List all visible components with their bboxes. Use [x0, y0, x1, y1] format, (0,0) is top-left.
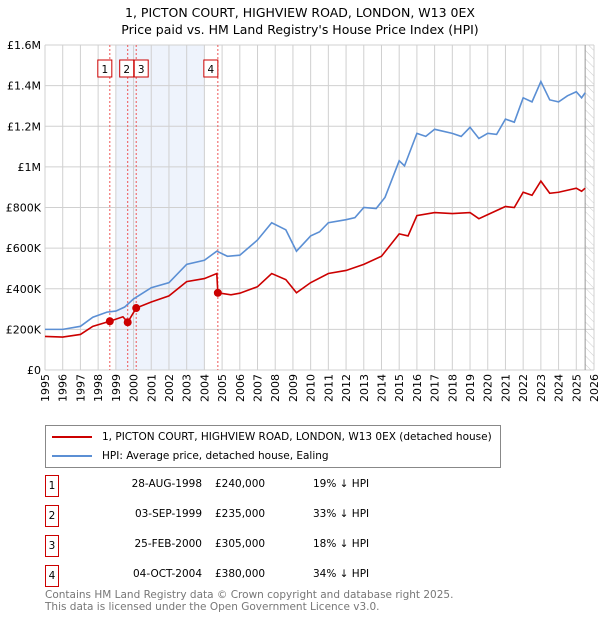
- x-tick-label: 2002: [163, 374, 176, 402]
- transaction-date: 03-SEP-1999: [134, 508, 202, 520]
- sale-point: [213, 288, 222, 297]
- legend-item-hpi: HPI: Average price, detached house, Eali…: [52, 447, 329, 465]
- chart-title: 1, PICTON COURT, HIGHVIEW ROAD, LONDON, …: [0, 4, 600, 38]
- x-tick-label: 2025: [570, 374, 583, 402]
- transaction-number: 1: [45, 475, 59, 497]
- x-tick-label: 2004: [198, 374, 211, 402]
- transaction-date: 28-AUG-1998: [131, 478, 202, 490]
- y-tick-label: £1.6M: [7, 39, 41, 52]
- x-tick-label: 1999: [110, 374, 123, 402]
- sale-point: [123, 318, 132, 327]
- x-tick-label: 2005: [216, 374, 229, 402]
- x-tick-label: 1995: [39, 374, 52, 402]
- sale-label: 4: [208, 64, 215, 76]
- x-tick-label: 2016: [411, 374, 424, 402]
- x-tick-label: 2012: [340, 374, 353, 402]
- x-tick-label: 2010: [305, 374, 318, 402]
- x-tick-label: 2024: [553, 374, 566, 402]
- sale-label: 1: [101, 64, 108, 76]
- transaction-price: £240,000: [215, 478, 266, 490]
- transaction-date: 04-OCT-2004: [133, 568, 202, 580]
- x-tick-label: 2022: [517, 374, 530, 402]
- title-line1: 1, PICTON COURT, HIGHVIEW ROAD, LONDON, …: [125, 5, 475, 20]
- y-tick-label: £200K: [6, 323, 42, 336]
- x-tick-label: 2023: [535, 374, 548, 402]
- y-tick-label: £1.2M: [7, 120, 41, 133]
- x-tick-label: 2006: [234, 374, 247, 402]
- x-tick-label: 2019: [464, 374, 477, 402]
- transaction-number: 2: [45, 505, 59, 527]
- x-tick-label: 2020: [482, 374, 495, 402]
- x-tick-label: 2015: [393, 374, 406, 402]
- x-tick-label: 1997: [74, 374, 87, 402]
- legend-item-property: 1, PICTON COURT, HIGHVIEW ROAD, LONDON, …: [52, 428, 492, 446]
- legend-label-property: 1, PICTON COURT, HIGHVIEW ROAD, LONDON, …: [102, 431, 492, 443]
- sale-label-box: [133, 59, 149, 78]
- transaction-price: £305,000: [215, 538, 266, 550]
- x-tick-label: 1998: [92, 374, 105, 402]
- x-tick-label: 2009: [287, 374, 300, 402]
- transaction-date: 25-FEB-2000: [134, 538, 202, 550]
- transaction-hpi-diff: 18% ↓ HPI: [313, 538, 370, 550]
- transaction-row: 4 04-OCT-2004 £380,000 34% ↓ HPI: [45, 565, 545, 587]
- y-tick-label: £1M: [18, 161, 42, 174]
- x-tick-label: 2021: [499, 374, 512, 402]
- transaction-price: £380,000: [215, 568, 266, 580]
- x-tick-label: 2003: [181, 374, 194, 402]
- sale-label-box: [119, 59, 135, 78]
- y-tick-label: £400K: [6, 283, 42, 296]
- title-line2: Price paid vs. HM Land Registry's House …: [121, 22, 479, 37]
- transaction-hpi-diff: 34% ↓ HPI: [313, 568, 370, 580]
- transaction-number: 4: [45, 565, 59, 587]
- transaction-row: 2 03-SEP-1999 £235,000 33% ↓ HPI: [45, 505, 545, 527]
- x-tick-label: 2001: [145, 374, 158, 402]
- sale-label-box: [97, 59, 113, 78]
- sale-label-box: [203, 59, 219, 78]
- legend-label-hpi: HPI: Average price, detached house, Eali…: [102, 450, 329, 462]
- y-tick-label: £1.4M: [7, 80, 41, 93]
- x-tick-label: 2026: [588, 374, 600, 402]
- x-tick-label: 2007: [252, 374, 265, 402]
- footer-line2: This data is licensed under the Open Gov…: [45, 600, 380, 613]
- transaction-row: 1 28-AUG-1998 £240,000 19% ↓ HPI: [45, 475, 545, 497]
- x-tick-label: 2000: [128, 374, 141, 402]
- transaction-number: 3: [45, 535, 59, 557]
- transaction-row: 3 25-FEB-2000 £305,000 18% ↓ HPI: [45, 535, 545, 557]
- series-line-hpi: [45, 79, 586, 331]
- sale-point: [105, 317, 114, 326]
- sale-label: 3: [138, 64, 145, 76]
- x-tick-label: 2013: [358, 374, 371, 402]
- legend: 1, PICTON COURT, HIGHVIEW ROAD, LONDON, …: [45, 425, 501, 468]
- x-tick-label: 1996: [57, 374, 70, 402]
- footer: Contains HM Land Registry data © Crown c…: [45, 589, 454, 613]
- x-tick-label: 2018: [446, 374, 459, 402]
- x-tick-label: 2014: [375, 374, 388, 402]
- transaction-price: £235,000: [215, 508, 266, 520]
- transaction-hpi-diff: 19% ↓ HPI: [313, 478, 370, 490]
- sale-point: [132, 304, 141, 313]
- y-tick-label: £0: [27, 364, 41, 377]
- transaction-hpi-diff: 33% ↓ HPI: [313, 508, 370, 520]
- legend-swatch-hpi: [52, 455, 92, 457]
- x-tick-label: 2008: [269, 374, 282, 402]
- y-tick-label: £800K: [6, 202, 42, 215]
- footer-line1: Contains HM Land Registry data © Crown c…: [45, 589, 454, 601]
- price-chart: 1995 1996 1997 1998 1999 2000 2001 2002 2003 2004…: [6, 39, 600, 402]
- legend-swatch-property: [52, 436, 92, 438]
- x-tick-label: 2017: [429, 374, 442, 402]
- x-tick-label: 2011: [322, 374, 335, 402]
- y-tick-label: £600K: [6, 242, 42, 255]
- sale-label: 2: [123, 64, 130, 76]
